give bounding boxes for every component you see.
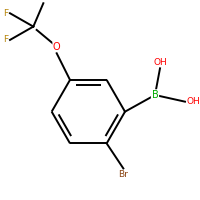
Text: B: B bbox=[152, 90, 158, 100]
Text: F: F bbox=[3, 35, 8, 44]
Text: F: F bbox=[41, 0, 46, 2]
Text: O: O bbox=[53, 42, 60, 52]
Text: OH: OH bbox=[153, 58, 167, 67]
Text: OH: OH bbox=[187, 97, 200, 106]
Text: F: F bbox=[3, 9, 8, 18]
Text: Br: Br bbox=[118, 170, 128, 179]
